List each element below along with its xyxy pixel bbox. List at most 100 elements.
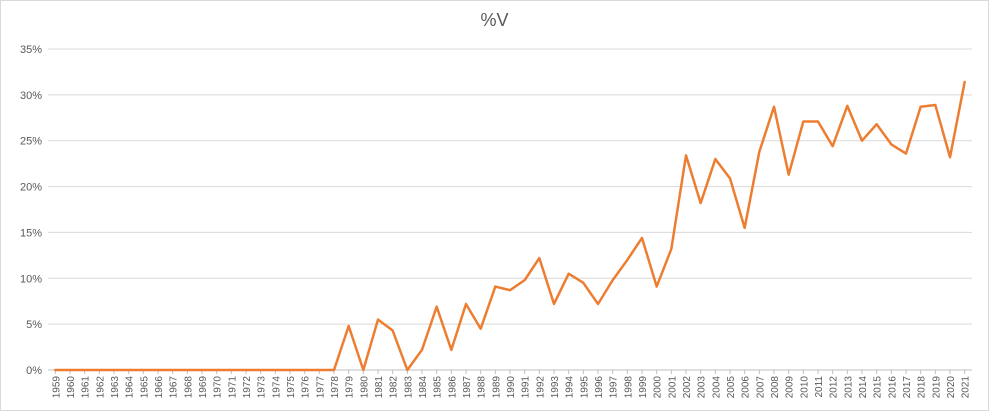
x-tick-label: 1964 bbox=[125, 376, 136, 399]
x-tick-label: 2013 bbox=[843, 376, 854, 399]
x-tick-label: 1978 bbox=[330, 376, 341, 399]
data-point bbox=[289, 369, 291, 371]
x-tick-label: 1985 bbox=[433, 376, 444, 399]
data-point bbox=[700, 202, 702, 204]
data-point bbox=[714, 158, 716, 160]
y-tick-label: 35% bbox=[20, 44, 42, 56]
data-point bbox=[626, 259, 628, 261]
data-point bbox=[157, 369, 159, 371]
data-point bbox=[201, 369, 203, 371]
x-tick-label: 2004 bbox=[711, 376, 722, 399]
data-point bbox=[876, 123, 878, 125]
data-point bbox=[98, 369, 100, 371]
x-tick-label: 1989 bbox=[491, 376, 502, 399]
data-point bbox=[612, 279, 614, 281]
x-tick-label: 1998 bbox=[623, 376, 634, 399]
data-point bbox=[729, 177, 731, 179]
x-tick-label: 1968 bbox=[183, 376, 194, 399]
x-tick-label: 1987 bbox=[462, 376, 473, 399]
x-tick-label: 1999 bbox=[638, 376, 649, 399]
data-point bbox=[362, 369, 364, 371]
x-tick-label: 1990 bbox=[506, 376, 517, 399]
data-point bbox=[656, 286, 658, 288]
y-tick-label: 25% bbox=[20, 136, 42, 148]
x-tick-label: 1981 bbox=[374, 376, 385, 399]
x-tick-label: 2018 bbox=[917, 376, 928, 399]
data-point bbox=[465, 303, 467, 305]
x-tick-label: 1994 bbox=[565, 376, 576, 399]
data-point bbox=[670, 248, 672, 250]
data-point bbox=[817, 120, 819, 122]
x-tick-label: 2010 bbox=[799, 376, 810, 399]
x-tick-label: 1974 bbox=[271, 376, 282, 399]
data-point bbox=[142, 369, 144, 371]
data-point bbox=[421, 349, 423, 351]
x-tick-label: 1983 bbox=[403, 376, 414, 399]
data-point bbox=[905, 153, 907, 155]
data-point bbox=[597, 303, 599, 305]
data-point bbox=[377, 319, 379, 321]
x-tick-label: 2014 bbox=[858, 376, 869, 399]
x-tick-label: 1961 bbox=[81, 376, 92, 399]
x-tick-label: 1984 bbox=[418, 376, 429, 399]
y-tick-label: 5% bbox=[26, 319, 42, 331]
data-point bbox=[128, 369, 130, 371]
x-tick-label: 2012 bbox=[829, 376, 840, 399]
data-point bbox=[260, 369, 262, 371]
x-tick-label: 2005 bbox=[726, 376, 737, 399]
data-point bbox=[758, 151, 760, 153]
x-tick-label: 2009 bbox=[785, 376, 796, 399]
x-tick-label: 2007 bbox=[755, 376, 766, 399]
x-tick-label: 1973 bbox=[257, 376, 268, 399]
y-tick-label: 20% bbox=[20, 182, 42, 194]
chart-title: %V bbox=[480, 10, 509, 30]
data-point bbox=[392, 330, 394, 332]
x-tick-label: 1970 bbox=[213, 376, 224, 399]
data-point bbox=[450, 349, 452, 351]
data-point bbox=[641, 237, 643, 239]
x-tick-label: 1976 bbox=[301, 376, 312, 399]
x-tick-label: 1969 bbox=[198, 376, 209, 399]
data-point bbox=[744, 227, 746, 229]
data-point bbox=[802, 120, 804, 122]
y-tick-label: 15% bbox=[20, 227, 42, 239]
x-tick-label: 1997 bbox=[609, 376, 620, 399]
x-tick-label: 2000 bbox=[653, 376, 664, 399]
x-tick-label: 1980 bbox=[359, 376, 370, 399]
data-point bbox=[934, 104, 936, 106]
data-point bbox=[348, 325, 350, 327]
x-tick-label: 1993 bbox=[550, 376, 561, 399]
x-tick-label: 1960 bbox=[66, 376, 77, 399]
data-point bbox=[524, 279, 526, 281]
data-point bbox=[230, 369, 232, 371]
x-tick-label: 1962 bbox=[95, 376, 106, 399]
x-tick-label: 1979 bbox=[345, 376, 356, 399]
x-tick-label: 1992 bbox=[535, 376, 546, 399]
series-line bbox=[54, 80, 966, 372]
x-tick-label: 2003 bbox=[697, 376, 708, 399]
y-tick-label: 30% bbox=[20, 90, 42, 102]
x-tick-label: 1986 bbox=[447, 376, 458, 399]
x-tick-label: 2002 bbox=[682, 376, 693, 399]
x-tick-label: 1977 bbox=[315, 376, 326, 399]
x-tick-label: 2008 bbox=[770, 376, 781, 399]
data-point bbox=[832, 145, 834, 147]
y-tick-label: 0% bbox=[26, 365, 42, 377]
data-point bbox=[685, 154, 687, 156]
y-tick-label: 10% bbox=[20, 273, 42, 285]
data-point bbox=[318, 369, 320, 371]
x-tick-label: 2019 bbox=[931, 376, 942, 399]
x-tick-label: 1982 bbox=[389, 376, 400, 399]
data-point bbox=[84, 369, 86, 371]
x-tick-label: 2011 bbox=[814, 376, 825, 398]
x-tick-label: 2016 bbox=[887, 376, 898, 399]
data-point bbox=[436, 306, 438, 308]
data-point bbox=[509, 289, 511, 291]
x-tick-label: 1975 bbox=[286, 376, 297, 399]
data-point bbox=[494, 286, 496, 288]
x-tick-label: 1966 bbox=[154, 376, 165, 399]
data-point bbox=[172, 369, 174, 371]
data-point bbox=[245, 369, 247, 371]
data-point bbox=[568, 273, 570, 275]
